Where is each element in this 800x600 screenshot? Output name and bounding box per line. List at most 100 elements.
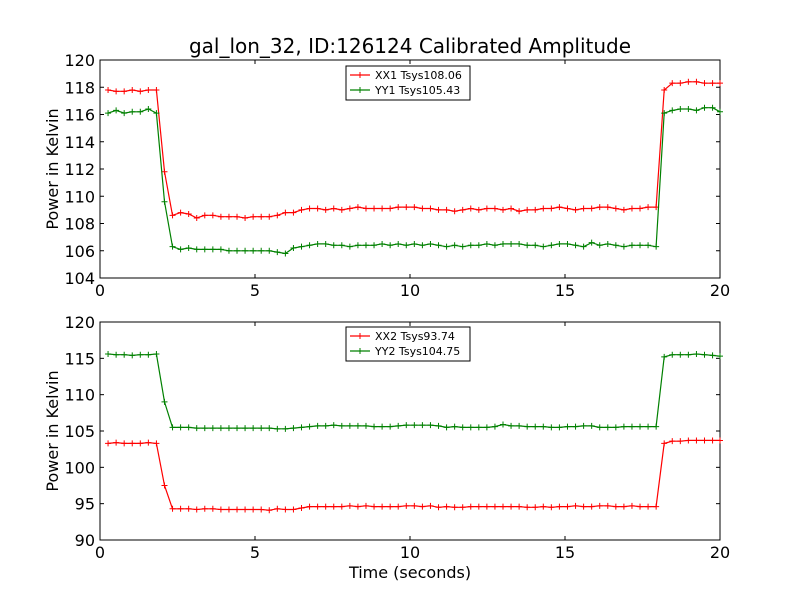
data-point <box>250 506 257 513</box>
data-point <box>193 215 200 222</box>
data-point <box>516 422 523 429</box>
data-point <box>516 503 523 510</box>
data-point <box>169 243 176 250</box>
data-point <box>572 423 579 430</box>
data-point <box>234 247 241 254</box>
x-axis-label: Time (seconds) <box>348 563 471 582</box>
data-point <box>435 242 442 249</box>
data-point <box>596 242 603 249</box>
data-point <box>242 215 249 222</box>
y-tick-label: 95 <box>75 495 95 514</box>
data-point <box>371 423 378 430</box>
x-tick-label: 20 <box>710 543 730 562</box>
data-point <box>596 204 603 211</box>
data-point <box>427 240 434 247</box>
data-point <box>354 242 361 249</box>
data-point <box>387 503 394 510</box>
data-point <box>354 204 361 211</box>
y-tick-label: 115 <box>64 349 95 368</box>
data-point <box>105 440 112 447</box>
data-point <box>717 108 723 115</box>
data-point <box>459 243 466 250</box>
data-point <box>330 205 337 212</box>
data-point <box>612 424 619 431</box>
data-point <box>628 242 635 249</box>
data-point <box>169 424 176 431</box>
data-point <box>427 422 434 429</box>
data-point <box>467 205 474 212</box>
data-point <box>709 437 716 444</box>
data-point <box>209 505 216 512</box>
data-point <box>653 423 660 430</box>
data-point <box>306 423 313 430</box>
data-point <box>435 504 442 511</box>
data-point <box>217 506 224 513</box>
data-point <box>346 502 353 509</box>
data-point <box>354 503 361 510</box>
data-point <box>451 242 458 249</box>
series-2 <box>105 104 723 257</box>
data-point <box>483 240 490 247</box>
data-point <box>322 503 329 510</box>
data-point <box>572 502 579 509</box>
data-point <box>274 212 281 219</box>
data-point <box>217 425 224 432</box>
data-point <box>201 505 208 512</box>
data-point <box>177 246 184 253</box>
data-point <box>685 78 692 85</box>
data-point <box>443 243 450 250</box>
data-point <box>540 503 547 510</box>
data-point <box>701 104 708 111</box>
data-point <box>637 503 644 510</box>
bottom-panel: 0 5 10 15 20 90 95 100 105 110 115 120 Power in Kelv… <box>43 313 730 562</box>
data-point <box>290 245 297 252</box>
data-point <box>282 250 289 257</box>
legend-label: YY1 Tsys105.43 <box>374 84 460 97</box>
data-point <box>346 422 353 429</box>
data-point <box>379 240 386 247</box>
data-point <box>306 205 313 212</box>
legend-label: XX2 Tsys93.74 <box>375 330 455 343</box>
data-point <box>612 205 619 212</box>
data-point <box>185 210 192 217</box>
data-point <box>588 205 595 212</box>
data-point <box>717 437 723 444</box>
data-point <box>661 353 668 360</box>
data-point <box>508 422 515 429</box>
data-point <box>411 422 418 429</box>
data-point <box>379 423 386 430</box>
legend-label: XX1 Tsys108.06 <box>375 69 462 82</box>
data-point <box>403 502 410 509</box>
data-point <box>451 208 458 215</box>
legend-marker <box>357 72 363 78</box>
data-point <box>121 351 128 358</box>
data-point <box>153 110 160 117</box>
data-point <box>516 208 523 215</box>
data-point <box>459 504 466 511</box>
data-point <box>250 213 257 220</box>
data-point <box>483 424 490 431</box>
data-point <box>201 212 208 219</box>
series-1 <box>105 78 723 222</box>
data-point <box>435 206 442 213</box>
data-point <box>298 243 305 250</box>
y-tick-label: 106 <box>64 242 95 261</box>
data-point <box>209 425 216 432</box>
data-point <box>225 247 232 254</box>
data-point <box>121 110 128 117</box>
data-point <box>467 242 474 249</box>
data-point <box>572 242 579 249</box>
data-point <box>387 423 394 430</box>
data-point <box>564 240 571 247</box>
data-point <box>693 107 700 114</box>
data-point <box>556 204 563 211</box>
data-point <box>580 243 587 250</box>
y-tick-label: 120 <box>64 313 95 332</box>
data-point <box>403 242 410 249</box>
data-point <box>628 205 635 212</box>
data-point <box>596 424 603 431</box>
data-point <box>419 422 426 429</box>
x-tick-label: 5 <box>250 281 260 300</box>
legend: XX1 Tsys108.06 YY1 Tsys105.43 <box>345 65 471 101</box>
data-point <box>604 240 611 247</box>
